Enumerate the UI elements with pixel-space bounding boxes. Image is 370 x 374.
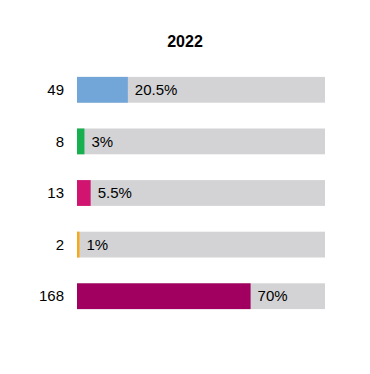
range-track [77,232,325,258]
count-label: 13 [47,184,64,201]
data-labels: 20.5% 3% 5.5% 1% 70% [86,81,287,304]
count-label: 168 [39,287,64,304]
counts: 49 8 13 2 168 [39,81,64,304]
data-label: 1% [86,236,108,253]
range-track [77,77,325,103]
range-track [77,180,325,206]
chart: 2022 49 8 13 2 168 20.5% 3% 5.5% 1% 70% [0,0,370,374]
data-label: 5.5% [98,184,132,201]
bar [77,129,84,155]
count-label: 8 [56,133,64,150]
data-label: 70% [258,287,288,304]
data-label: 20.5% [135,81,178,98]
bar [77,180,91,206]
bar [77,232,79,258]
bar [77,283,251,309]
range-track [77,283,325,309]
bars [77,77,251,309]
range-tracks [77,77,325,309]
range-track [77,129,325,155]
count-label: 49 [47,81,64,98]
title: 2022 [167,33,203,50]
count-label: 2 [56,236,64,253]
data-label: 3% [91,133,113,150]
bar [77,77,128,103]
